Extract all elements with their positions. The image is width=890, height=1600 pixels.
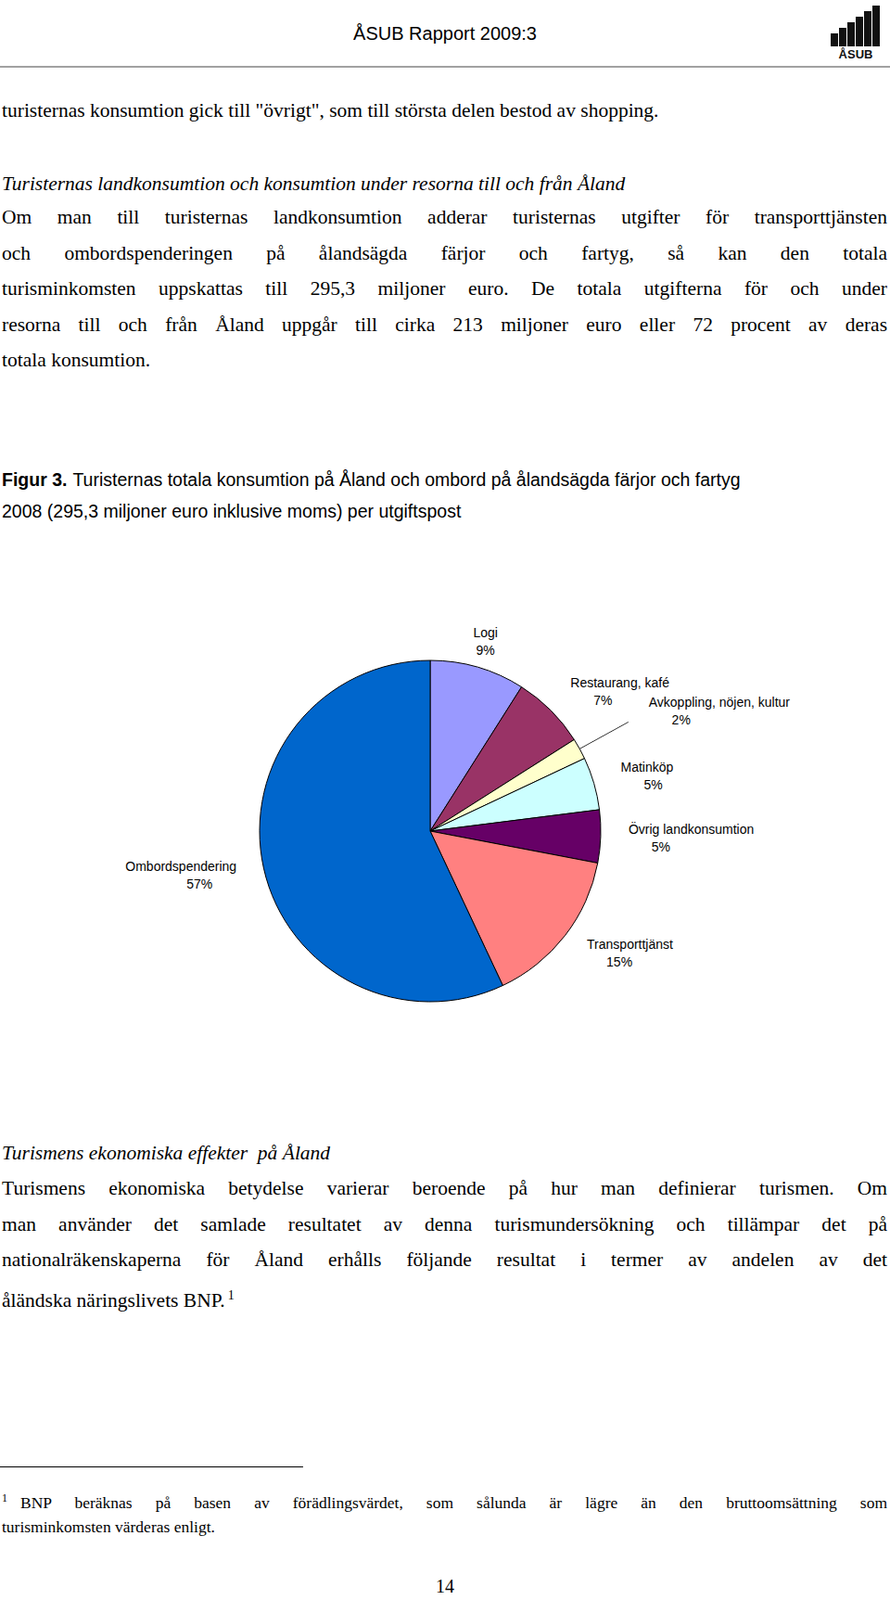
header-title: ÅSUB Rapport 2009:3 [0,20,890,47]
caption-line: 2008 (295,3 miljoner euro inklusive moms… [1,495,888,527]
heading: Turisternas landkonsumtion och konsumtio… [1,165,888,202]
label-category: Avkoppling, nöjen, kultur [648,694,791,710]
footnote-ref: 1 [228,1287,235,1302]
page: ÅSUB Rapport 2009:3ÅSUB Logi 9% Restaurang,… [0,0,890,1600]
data-label: Restaurang, kafé 7% [570,674,670,708]
label-value: 5% [643,776,662,792]
label-category: Restaurang, kafé [570,674,670,690]
pie-slice [430,660,522,831]
text-span: totala konsumtion. [1,348,151,371]
label-value: 7% [593,692,612,708]
data-label: Övrig landkonsumtion 5% [628,820,754,854]
text-span: BNP beräknas på basen av förädlingsvärde… [20,1492,888,1512]
text-span: turisternas konsumtion gick till "övrigt… [1,99,659,122]
label-value: 9% [476,641,496,657]
text-span: turisminkomsten uppskattas till 295,3 mi… [1,277,888,300]
header-rule [0,66,890,68]
pie-slice [430,758,600,831]
label-category: Ombordspendering [125,858,237,874]
logo-bar [855,16,864,47]
label-value: 2% [672,712,691,727]
text-line: man använder det samlade resultatet av d… [1,1206,888,1243]
text-line: Om man till turisternas landkonsumtion a… [1,199,888,236]
label-category: Transporttjänst [586,936,674,952]
pie-slice [430,686,574,831]
pie-chart: Logi 9% Restaurang, kafé 7% Avkoppling, nöje… [125,623,790,1002]
pie-slice [430,738,585,831]
text-line: nationalräkenskaperna för Åland erhålls … [1,1241,888,1278]
text-line: resorna till och från Åland uppgår till … [1,306,888,344]
logo-text: ÅSUB [839,47,874,62]
footnote-line: 1 BNP beräknas på basen av förädlingsvärd… [1,1483,888,1517]
data-label: Matinköp5% [621,759,674,792]
text-span: Turisternas totala konsumtion på Åland o… [72,469,740,490]
label-value: 57% [186,876,213,891]
page-graphics: ÅSUB Logi 9% Restaurang, kafé 7% Avkoppling, … [0,0,890,1600]
text-line: åländska näringslivets BNP.1 [1,1277,888,1319]
text-span: Turismens ekonomiska betydelse varierar … [1,1176,888,1199]
label-category: Matinköp [621,759,674,775]
text-span: 2008 (295,3 miljoner euro inklusive moms… [1,500,461,522]
text-span: Turismens ekonomiska effekter på Åland [1,1141,331,1164]
footnote-rule [0,1465,304,1467]
label-value: 5% [651,839,671,854]
text-span: Turisternas landkonsumtion och konsumtio… [1,172,625,195]
text-line: turisternas konsumtion gick till "övrigt… [1,92,888,128]
footnote-marker: 1 [1,1490,8,1504]
text-line: Turismens ekonomiska betydelse varierar … [1,1169,888,1207]
logo-bar [830,33,839,47]
heading: Turismens ekonomiska effekter på Åland [1,1134,888,1170]
text-span: nationalräkenskaperna för Åland erhålls … [1,1247,888,1271]
text-line: turisminkomsten uppskattas till 295,3 mi… [1,270,888,307]
logo-bar [839,27,847,47]
label-category: Övrig landkonsumtion [628,820,754,837]
text-line: totala konsumtion. [1,342,888,379]
text-line: och ombordspenderingen på ålandsägda fär… [1,235,888,272]
logo-bar [864,11,872,47]
pie-slice [430,830,598,985]
data-label: Ombordspendering 57% [125,858,237,891]
text-span: man använder det samlade resultatet av d… [1,1212,888,1235]
page-number: 14 [0,1572,890,1599]
pie-slice [430,809,601,864]
text-span: Om man till turisternas landkonsumtion a… [1,205,888,229]
text-span: turisminkomsten värderas enligt. [1,1516,216,1536]
data-label: Avkoppling, nöjen, kultur 2% [648,694,791,727]
logo: ÅSUB [830,5,880,62]
text-span: och ombordspenderingen på ålandsägda fär… [1,241,888,265]
logo-bar [872,5,880,47]
leader-line [579,721,629,749]
figure-label: Figur 3. [1,469,67,490]
text-span: åländska näringslivets BNP. [1,1288,226,1311]
label-value: 15% [606,953,633,969]
logo-bar [847,22,855,47]
data-label: Logi 9% [472,623,497,657]
footnote-line: turisminkomsten värderas enligt. [1,1512,888,1541]
pie-slice [259,660,503,1002]
caption-line: Figur 3.Turisternas totala konsumtion på… [1,463,888,496]
label-category: Logi [472,623,497,639]
data-label: Transporttjänst15% [586,936,674,969]
text-span: resorna till och från Åland uppgår till … [1,313,888,336]
